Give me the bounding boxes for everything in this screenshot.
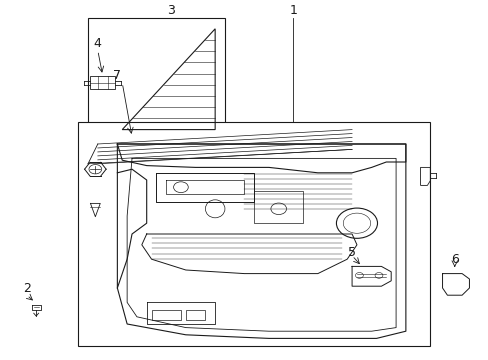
Text: 6: 6 (450, 253, 458, 266)
Bar (78, 122, 429, 346)
Bar (88, 18, 224, 137)
Text: 5: 5 (347, 246, 355, 258)
Text: 7: 7 (113, 69, 121, 82)
Text: 4: 4 (94, 37, 102, 50)
Bar (151, 310, 181, 320)
Text: 3: 3 (167, 4, 175, 17)
Text: 2: 2 (23, 282, 31, 294)
Text: 1: 1 (289, 4, 297, 17)
Bar (90, 76, 115, 89)
Bar (185, 310, 205, 320)
